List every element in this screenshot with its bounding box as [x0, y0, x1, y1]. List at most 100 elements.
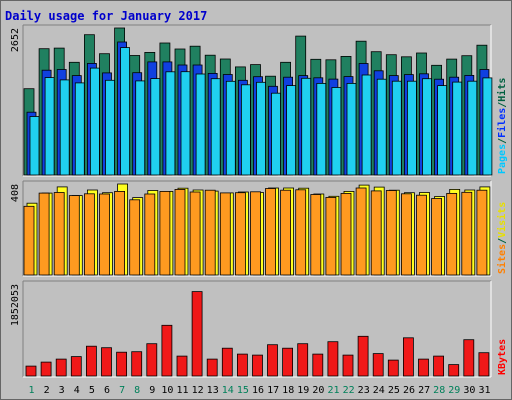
bar-top-pages-4 — [74, 82, 85, 176]
panel-middle-ymax-label: 408 — [10, 184, 21, 202]
bar-bottom-kbytes-4 — [70, 356, 82, 377]
x-tick-label-29: 29 — [448, 385, 460, 396]
panel-middle-legend: Sites/Visits — [496, 202, 508, 274]
bar-bottom-kbytes-18 — [282, 347, 294, 377]
bar-bottom-kbytes-13 — [206, 358, 218, 377]
bar-middle-sites-26 — [400, 193, 412, 276]
bar-middle-sites-28 — [431, 198, 443, 276]
legend-entry-top-1: / — [497, 138, 508, 144]
bar-bottom-kbytes-14 — [221, 347, 233, 377]
bar-middle-sites-24 — [370, 190, 382, 276]
bar-top-pages-8 — [135, 80, 146, 176]
bar-middle-sites-5 — [84, 193, 95, 276]
bar-top-pages-28 — [437, 85, 448, 176]
bar-bottom-kbytes-22 — [342, 354, 354, 377]
bar-top-pages-24 — [376, 78, 387, 176]
bar-middle-sites-22 — [340, 192, 352, 276]
bar-top-pages-21 — [331, 87, 342, 176]
bar-middle-sites-11 — [174, 188, 186, 276]
legend-entry-middle-2: Visits — [496, 202, 508, 238]
bar-bottom-kbytes-31 — [478, 352, 490, 377]
x-tick-label-8: 8 — [134, 385, 140, 396]
bar-middle-sites-31 — [476, 189, 488, 276]
bar-top-pages-2 — [44, 77, 55, 176]
bar-bottom-kbytes-28 — [433, 355, 445, 377]
x-tick-label-11: 11 — [176, 385, 188, 396]
bar-bottom-kbytes-7 — [116, 351, 127, 377]
bar-middle-sites-29 — [446, 192, 458, 276]
bar-top-pages-11 — [180, 71, 191, 176]
bar-bottom-kbytes-20 — [312, 353, 324, 377]
bar-top-pages-3 — [59, 79, 70, 176]
panel-top-legend: Pages/Files/Hits — [496, 78, 508, 174]
legend-entry-top-4: Hits — [496, 78, 508, 102]
bar-middle-sites-21 — [325, 196, 337, 276]
bar-top-pages-14 — [225, 80, 236, 176]
x-tick-label-3: 3 — [59, 385, 65, 396]
bar-bottom-kbytes-21 — [327, 341, 339, 377]
x-tick-label-27: 27 — [418, 385, 430, 396]
x-tick-label-1: 1 — [28, 385, 34, 396]
bar-middle-sites-8 — [129, 199, 141, 276]
x-tick-label-22: 22 — [343, 385, 355, 396]
bar-top-pages-25 — [391, 80, 402, 176]
bar-top-pages-13 — [210, 78, 221, 176]
x-tick-label-23: 23 — [358, 385, 370, 396]
panel-bottom-legend: KBytes — [497, 339, 508, 375]
x-tick-label-25: 25 — [388, 385, 400, 396]
x-tick-label-26: 26 — [403, 385, 415, 396]
x-tick-label-12: 12 — [192, 385, 204, 396]
bar-top-pages-23 — [361, 74, 372, 176]
bar-top-pages-27 — [422, 78, 432, 176]
chart-title: Daily usage for January 2017 — [5, 9, 208, 23]
bar-bottom-kbytes-6 — [101, 347, 112, 377]
x-tick-label-18: 18 — [282, 385, 294, 396]
bar-middle-sites-17 — [265, 188, 276, 276]
x-tick-label-17: 17 — [267, 385, 279, 396]
bar-top-pages-6 — [105, 79, 115, 176]
bar-bottom-kbytes-15 — [236, 353, 248, 377]
x-tick-label-10: 10 — [161, 385, 173, 396]
bar-middle-sites-6 — [99, 193, 110, 276]
bar-bottom-kbytes-8 — [131, 351, 143, 377]
bar-top-pages-12 — [195, 73, 206, 176]
bar-top-pages-26 — [406, 80, 417, 176]
bar-top-pages-1 — [29, 116, 40, 176]
bar-top-pages-5 — [90, 67, 100, 176]
x-tick-label-21: 21 — [327, 385, 339, 396]
bar-bottom-kbytes-12 — [191, 291, 203, 377]
bar-bottom-kbytes-30 — [463, 339, 475, 377]
legend-entry-top-3: / — [497, 102, 508, 108]
bar-middle-sites-13 — [204, 189, 216, 276]
bar-top-pages-30 — [467, 80, 478, 176]
legend-entry-bottom-0: KBytes — [497, 339, 508, 375]
x-tick-label-28: 28 — [433, 385, 445, 396]
bar-middle-sites-12 — [189, 191, 201, 276]
x-tick-label-5: 5 — [89, 385, 95, 396]
bar-middle-sites-25 — [385, 190, 397, 276]
bar-bottom-kbytes-11 — [176, 355, 188, 377]
bar-top-pages-20 — [316, 83, 327, 176]
bar-middle-sites-27 — [416, 194, 427, 276]
legend-entry-middle-1: / — [497, 238, 508, 244]
panel-top-ymax-label: 2652 — [10, 28, 21, 52]
x-tick-label-20: 20 — [312, 385, 324, 396]
x-tick-label-7: 7 — [119, 385, 125, 396]
bar-bottom-kbytes-17 — [267, 344, 278, 377]
bar-middle-sites-30 — [461, 191, 473, 276]
bar-bottom-kbytes-10 — [161, 324, 173, 377]
bar-bottom-kbytes-24 — [372, 353, 384, 377]
bar-bottom-kbytes-26 — [402, 337, 414, 377]
legend-entry-top-0: Pages — [497, 144, 508, 174]
bar-middle-sites-19 — [295, 189, 307, 276]
bar-middle-sites-7 — [114, 190, 125, 276]
bar-bottom-kbytes-3 — [55, 358, 67, 377]
bar-middle-sites-15 — [234, 192, 246, 276]
bar-bottom-kbytes-27 — [418, 358, 429, 377]
bar-bottom-kbytes-2 — [40, 361, 52, 377]
legend-entry-middle-0: Sites — [496, 244, 508, 274]
bar-bottom-kbytes-16 — [252, 354, 263, 377]
bar-middle-sites-14 — [219, 192, 231, 276]
x-tick-label-30: 30 — [463, 385, 475, 396]
bar-top-pages-31 — [482, 77, 493, 176]
